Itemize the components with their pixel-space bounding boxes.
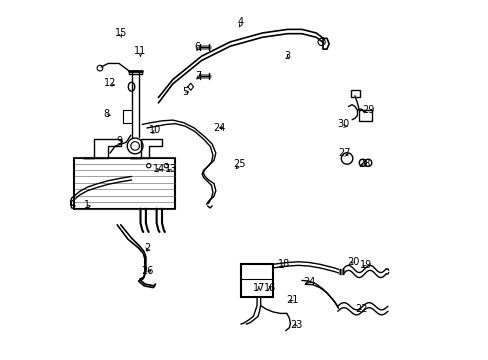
Text: 5: 5 [182,87,188,97]
Text: 6: 6 [194,42,201,52]
Text: 18: 18 [277,259,289,269]
Text: 10: 10 [148,125,161,135]
Text: 28: 28 [358,159,370,169]
Text: 7: 7 [194,71,201,81]
Text: 26: 26 [141,266,154,276]
Text: 23: 23 [290,320,302,330]
Text: 29: 29 [361,105,374,115]
Text: 3: 3 [284,51,290,61]
Bar [351,90,360,97]
Text: 9: 9 [116,136,122,145]
Text: 24: 24 [302,277,315,287]
Bar [359,110,371,121]
Text: 19: 19 [360,260,372,270]
Bar [241,264,273,297]
Text: 27: 27 [338,148,350,158]
Text: 17: 17 [252,283,264,293]
Text: 21: 21 [286,295,299,305]
Text: 30: 30 [336,120,348,129]
Text: 20: 20 [347,257,359,267]
Text: 1: 1 [83,200,90,210]
Text: 13: 13 [164,164,177,174]
Text: 12: 12 [103,78,116,88]
Text: 24: 24 [213,123,225,133]
Text: 4: 4 [237,17,244,27]
Text: 16: 16 [263,283,275,293]
Text: 11: 11 [134,46,146,56]
Text: 8: 8 [103,109,109,119]
Text: 2: 2 [144,243,150,253]
Text: 25: 25 [232,159,245,169]
Text: 15: 15 [114,28,127,38]
Text: 22: 22 [354,304,366,314]
Text: 14: 14 [153,164,165,174]
